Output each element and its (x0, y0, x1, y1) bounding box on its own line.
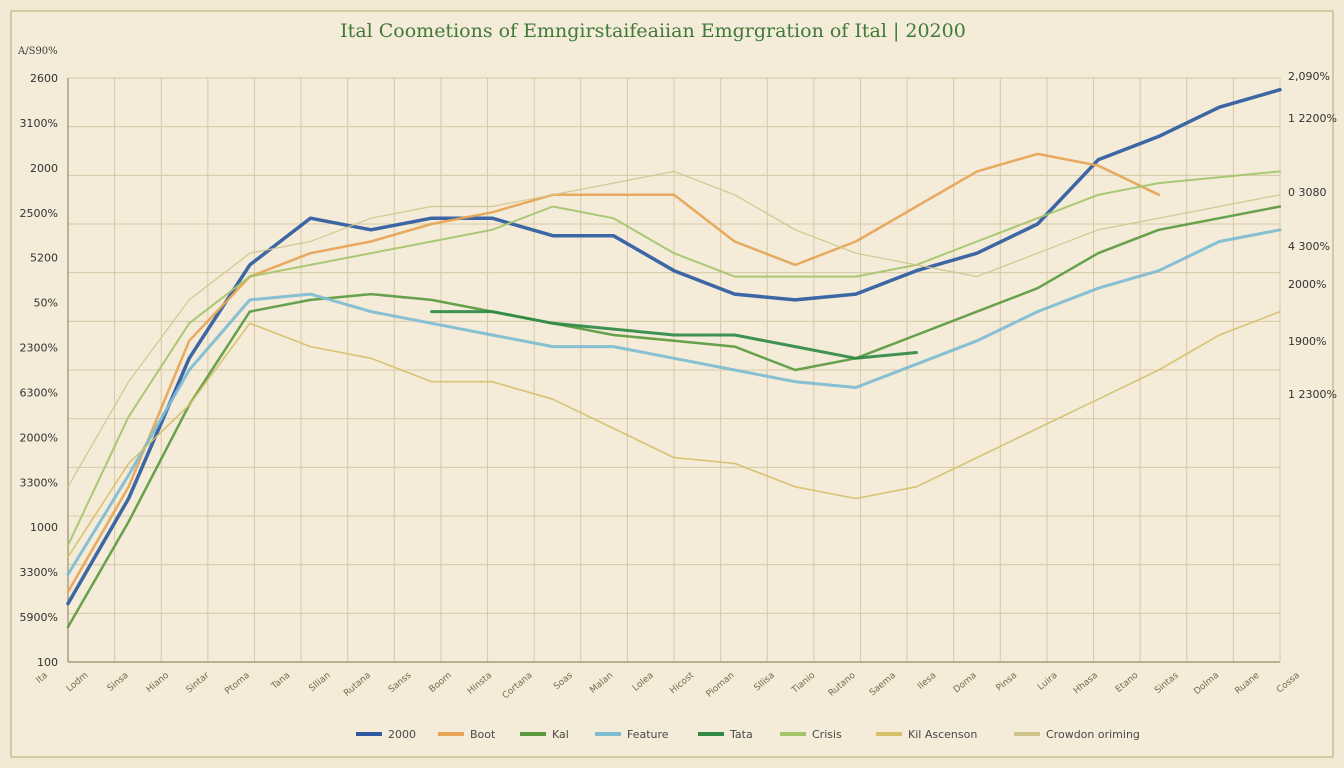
y-tick-label: 6300% (20, 386, 58, 399)
x-tick-label: Luira (1036, 671, 1059, 693)
y-tick-label-right: 1 2200% (1288, 112, 1337, 125)
legend-label: Tata (729, 728, 753, 741)
y-tick-label: 3300% (20, 476, 58, 489)
x-tick-label: Cortana (501, 671, 535, 702)
y-tick-label-right: 1 2300% (1288, 388, 1337, 401)
y-tick-label: 3100% (20, 117, 58, 130)
y-tick-label: 50% (34, 297, 58, 310)
legend-label: Kal (552, 728, 569, 741)
grid-lines (67, 77, 1281, 663)
y-tick-label-right: 1900% (1288, 335, 1326, 348)
legend-label: Kil Ascenson (908, 728, 977, 741)
x-tick-label: Sintas (1153, 670, 1181, 696)
x-tick-label: Hinsta (466, 671, 494, 697)
y-tick-label-right: 2,090% (1288, 70, 1330, 83)
x-tick-label: Hhasa (1072, 671, 1100, 697)
x-tick-label: Rutana (342, 671, 373, 699)
series-line (67, 170, 1281, 488)
y-tick-label-right: 0 3080 (1288, 186, 1327, 199)
x-tick-label: Sinsa (106, 671, 131, 694)
x-tick-label: Boom (427, 671, 453, 695)
legend-label: Crisis (812, 728, 842, 741)
x-tick-label: Sllian (307, 671, 332, 694)
x-tick-label: Hicost (668, 670, 696, 696)
x-tick-label: Sllisa (753, 671, 777, 694)
y-axis-label: A/S90% (18, 46, 58, 57)
legend-label: Feature (627, 728, 669, 741)
y-tick-label: 2000% (20, 431, 58, 444)
y-axis-right-ticks: 2,090% 1 2200% 0 3080 4 300% 2000% 1900% 1 230… (1288, 70, 1337, 401)
chart-title: Ital Coometions of Emngirstaifeaiian Emg… (340, 20, 966, 42)
x-tick-label: Ita (35, 671, 50, 686)
series-line (67, 170, 1281, 547)
y-axis-left-ticks: 2600 3100% 2000 2500% 5200 50% 2300% 6300% 2000%… (20, 72, 58, 669)
y-tick-label: 5200 (30, 252, 58, 265)
series-line (430, 310, 918, 360)
x-tick-label: Lodm (65, 671, 90, 695)
y-tick-label: 5900% (20, 611, 58, 624)
y-tick-label: 3300% (20, 566, 58, 579)
x-tick-label: Sintar (185, 670, 212, 695)
x-tick-label: Pinsa (995, 671, 1020, 694)
x-tick-label: Doma (952, 671, 979, 696)
x-tick-label: Malan (588, 671, 615, 696)
series-group (66, 87, 1282, 629)
x-tick-label: Tianio (789, 670, 817, 696)
y-tick-label: 2500% (20, 207, 58, 220)
x-axis-ticks: Ita Lodm Sinsa Hiano Sintar Ptoma Tana Sllian Ru… (35, 670, 1302, 701)
series-line (66, 205, 1282, 629)
y-tick-label: 100 (37, 656, 58, 669)
x-tick-label: Tana (269, 671, 292, 693)
x-tick-label: Cossa (1275, 671, 1302, 696)
legend-label: Crowdon oriming (1046, 728, 1140, 741)
legend-label: Boot (470, 728, 496, 741)
x-tick-label: Sanss (387, 670, 414, 695)
x-tick-label: Hiano (145, 670, 172, 695)
series-line (66, 228, 1282, 576)
x-tick-label: Dolma (1192, 671, 1221, 697)
x-tick-label: Etano (1114, 670, 1141, 695)
legend-label: 2000 (388, 728, 416, 741)
y-tick-label-right: 4 300% (1288, 240, 1330, 253)
x-tick-label: Pioman (705, 671, 737, 700)
x-tick-label: Ptoma (223, 671, 251, 697)
series-line (66, 152, 1161, 594)
x-tick-label: Ilesa (916, 671, 938, 692)
x-tick-label: Lolea (631, 671, 656, 694)
y-tick-label-right: 2000% (1288, 278, 1326, 291)
y-tick-label: 2600 (30, 72, 58, 85)
legend: 2000 Boot Kal Feature Tata Crisis Kil Ascenson… (356, 728, 1140, 741)
x-tick-label: Saema (868, 671, 898, 699)
y-tick-label: 2300% (20, 342, 58, 355)
x-tick-label: Rutano (827, 670, 858, 698)
x-tick-label: Soas (552, 670, 575, 692)
chart-frame (10, 10, 1334, 758)
y-tick-label: 2000 (30, 162, 58, 175)
series-line (67, 310, 1281, 558)
x-tick-label: Ruane (1233, 670, 1261, 696)
y-tick-label: 1000 (30, 521, 58, 534)
